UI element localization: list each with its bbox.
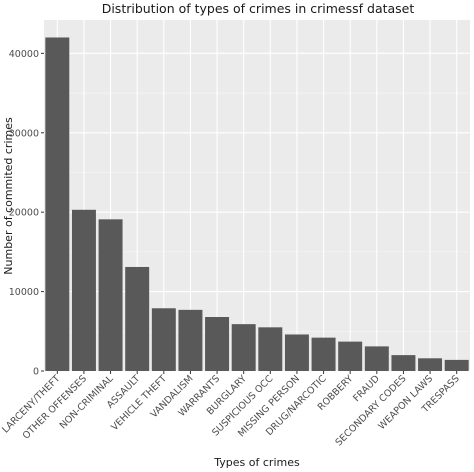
y-tick-label: 0 <box>33 367 39 378</box>
bar-secondary-codes <box>391 355 416 371</box>
bar-vandalism <box>178 309 203 371</box>
bar-trespass <box>444 359 469 371</box>
bar-suspicious-occ <box>258 327 283 371</box>
y-tick-label: 30000 <box>9 128 39 139</box>
bar-warrants <box>205 317 230 371</box>
bar-other-offenses <box>71 209 96 371</box>
bars <box>45 37 469 372</box>
chart-title: Distribution of types of crimes in crime… <box>102 1 415 16</box>
bar-vehicle-theft <box>151 308 176 371</box>
y-tick-label: 20000 <box>9 208 39 219</box>
y-axis: 0 10000 20000 30000 40000 <box>9 49 44 378</box>
bar-burglary <box>231 324 256 371</box>
y-tick-label: 40000 <box>9 49 39 60</box>
bar-drug-narcotic <box>311 337 336 371</box>
y-tick-label: 10000 <box>9 287 39 298</box>
bar-assault <box>125 266 150 371</box>
bar-non-criminal <box>98 219 123 371</box>
bar-robbery <box>338 341 363 371</box>
bar-fraud <box>364 346 389 371</box>
y-axis-title: Number of commited crimes <box>2 117 15 275</box>
x-axis-title: Types of crimes <box>213 456 300 469</box>
bar-larceny-theft <box>45 37 70 372</box>
bar-missing-person <box>284 334 309 371</box>
bar-weapon-laws <box>418 358 443 371</box>
